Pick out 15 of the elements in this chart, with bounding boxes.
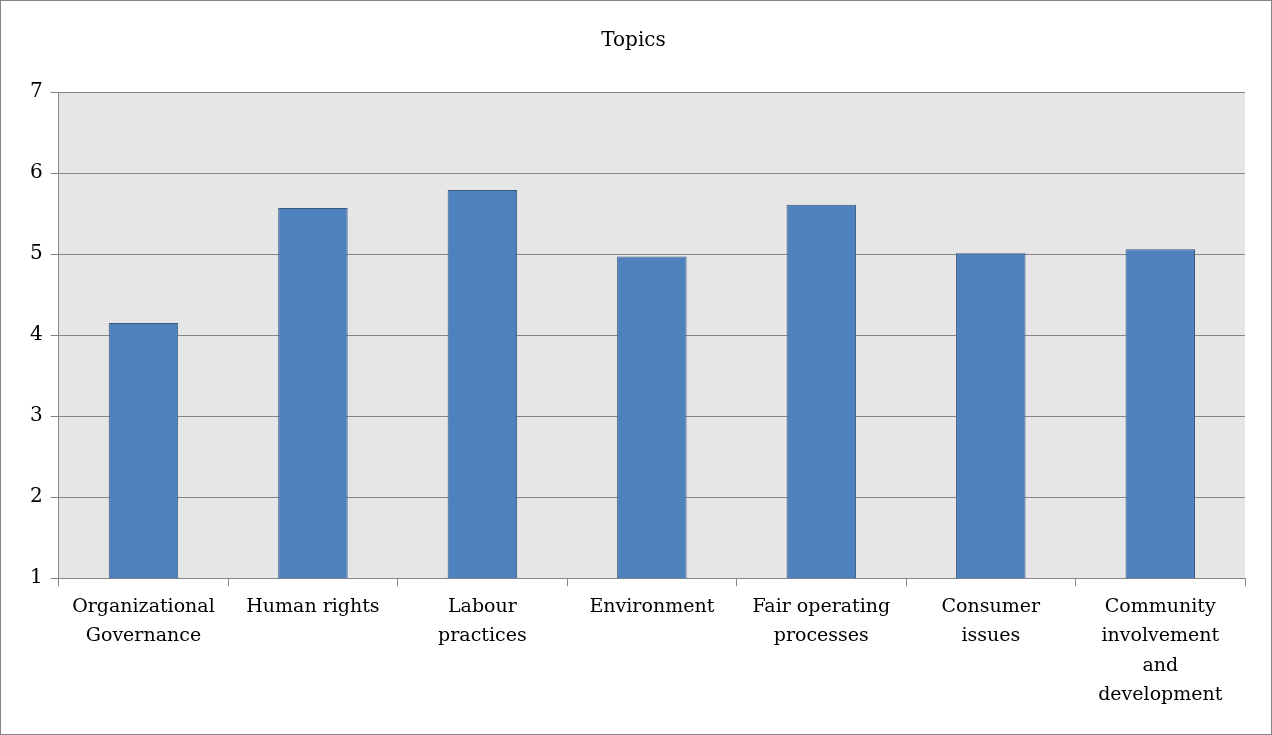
x-tick-label: Consumer issues: [941, 593, 1041, 646]
y-tick-label: 7: [29, 78, 43, 103]
x-tick-label: Fair operating processes: [752, 593, 891, 646]
x-tick-label: Human rights: [246, 593, 380, 616]
x-tick-label: Labour practices: [438, 593, 527, 646]
y-tick-label: 1: [29, 564, 43, 589]
y-tick-label: 4: [29, 321, 43, 346]
y-tick-label: 6: [29, 159, 43, 184]
y-tick-label: 3: [29, 402, 43, 427]
y-tick-label: 2: [29, 483, 43, 508]
chart-title: Topics: [601, 27, 666, 52]
x-tick-label: Community involvement and development: [1098, 593, 1223, 705]
y-tick-label: 5: [29, 240, 43, 265]
x-tick-label: Organizational Governance: [72, 593, 215, 646]
x-tick-label: Environment: [589, 593, 715, 616]
